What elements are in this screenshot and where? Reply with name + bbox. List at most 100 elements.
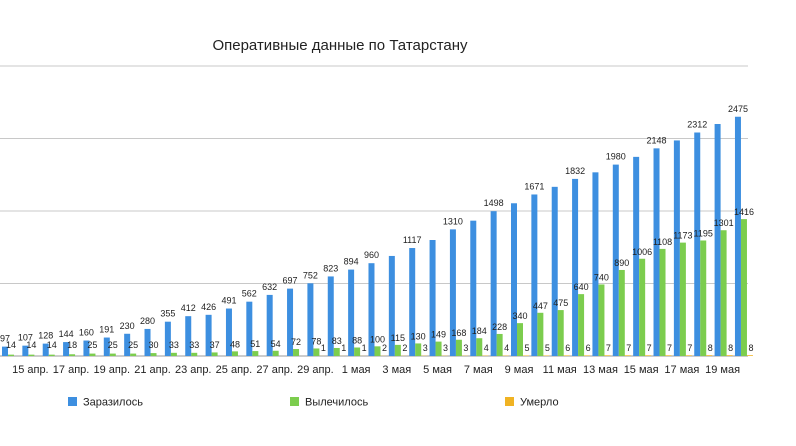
recovered-label: 640 <box>574 282 589 292</box>
x-tick-label: 23 апр. <box>175 364 212 376</box>
recovered-label: 54 <box>271 339 281 349</box>
recovered-label: 51 <box>250 339 260 349</box>
deaths-label: 3 <box>443 343 448 353</box>
recovered-label: 88 <box>352 335 362 345</box>
infected-bar <box>287 288 294 356</box>
infected-label: 1310 <box>443 216 463 226</box>
recovered-bar <box>354 347 361 356</box>
recovered-bar <box>557 310 564 356</box>
recovered-bar <box>150 353 157 356</box>
x-tick-label: 3 мая <box>382 364 411 376</box>
recovered-bar <box>740 219 747 356</box>
recovered-label: 890 <box>614 258 629 268</box>
recovered-label: 100 <box>370 334 385 344</box>
infected-label: 1498 <box>484 198 504 208</box>
x-tick-label: 25 апр. <box>216 364 253 376</box>
x-tick-label: 17 мая <box>664 364 699 376</box>
legend-swatch <box>505 397 514 406</box>
x-tick-label: 21 апр. <box>134 364 171 376</box>
infected-label: 2475 <box>728 104 748 114</box>
recovered-label: 1173 <box>673 231 692 241</box>
recovered-label: 115 <box>391 333 405 343</box>
deaths-bar <box>706 355 713 356</box>
infected-label: 960 <box>364 250 379 260</box>
deaths-bar <box>604 355 611 356</box>
legend-swatch <box>290 397 299 406</box>
x-tick-label: 29 апр. <box>297 364 334 376</box>
infected-bar <box>612 164 619 356</box>
infected-label: 1832 <box>565 166 585 176</box>
chart-title: Оперативные данные по Татарстану <box>212 37 468 54</box>
recovered-bar <box>170 352 177 356</box>
recovered-label: 14 <box>47 340 57 350</box>
recovered-bar <box>374 346 381 356</box>
recovered-bar <box>231 351 238 356</box>
infected-label: 823 <box>323 263 338 273</box>
infected-label: 230 <box>120 321 135 331</box>
infected-bar <box>307 283 314 356</box>
infected-bar <box>673 140 680 356</box>
deaths-bar <box>726 355 733 356</box>
infected-label: 97 <box>0 334 10 344</box>
recovered-bar <box>8 354 14 356</box>
infected-label: 107 <box>18 333 33 343</box>
infected-bar <box>348 269 355 356</box>
recovered-bar <box>272 350 279 356</box>
infected-label: 355 <box>160 309 175 319</box>
recovered-label: 1416 <box>734 207 754 217</box>
deaths-bar <box>645 355 652 356</box>
recovered-bar <box>191 352 198 356</box>
infected-bar <box>694 132 701 356</box>
recovered-label: 25 <box>108 340 118 350</box>
infected-bar <box>470 220 477 356</box>
recovered-label: 72 <box>291 337 301 347</box>
infected-bar <box>653 148 660 356</box>
x-tick-label: 19 мая <box>705 364 740 376</box>
infected-label: 412 <box>181 303 196 313</box>
infected-bar <box>388 255 395 356</box>
recovered-label: 1006 <box>632 247 652 257</box>
recovered-bar <box>598 284 605 356</box>
infected-label: 144 <box>59 329 74 339</box>
recovered-bar <box>394 344 401 356</box>
recovered-bar <box>537 312 544 356</box>
deaths-label: 4 <box>484 343 489 353</box>
recovered-bar <box>48 354 55 356</box>
infected-bar <box>409 248 416 356</box>
deaths-label: 6 <box>565 343 570 353</box>
infected-bar <box>266 294 273 356</box>
recovered-label: 475 <box>553 298 568 308</box>
deaths-label: 7 <box>647 343 652 353</box>
deaths-label: 1 <box>321 343 326 353</box>
recovered-bar <box>435 341 442 356</box>
deaths-label: 7 <box>687 343 692 353</box>
infected-label: 2148 <box>647 135 667 145</box>
infected-bar <box>164 321 171 356</box>
recovered-label: 1108 <box>653 237 672 247</box>
infected-label: 894 <box>344 257 359 267</box>
deaths-label: 3 <box>463 343 468 353</box>
legend-label: Умерло <box>520 397 559 409</box>
deaths-label: 7 <box>667 343 672 353</box>
legend-label: Вылечилось <box>305 397 368 409</box>
deaths-label: 7 <box>606 343 611 353</box>
infected-label: 191 <box>99 325 114 335</box>
recovered-bar <box>69 354 76 356</box>
deaths-bar <box>584 355 591 356</box>
recovered-label: 48 <box>230 339 240 349</box>
recovered-bar <box>293 349 300 356</box>
infected-label: 1671 <box>524 181 544 191</box>
infected-label: 491 <box>221 296 236 306</box>
infected-bar <box>225 308 232 356</box>
deaths-label: 8 <box>728 343 733 353</box>
deaths-label: 1 <box>341 343 346 353</box>
recovered-label: 14 <box>6 340 16 350</box>
recovered-label: 184 <box>472 326 487 336</box>
infected-bar <box>103 337 110 356</box>
recovered-bar <box>679 242 686 356</box>
x-tick-label: 27 апр. <box>256 364 293 376</box>
recovered-label: 340 <box>512 311 527 321</box>
infected-label: 128 <box>38 331 53 341</box>
recovered-label: 18 <box>67 340 77 350</box>
